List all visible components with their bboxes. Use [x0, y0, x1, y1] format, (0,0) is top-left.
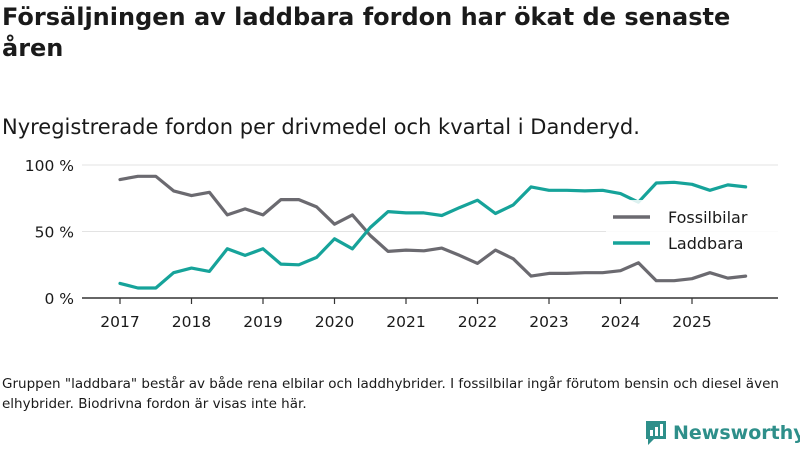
- x-tick-label: 2019: [243, 313, 282, 331]
- series-lines: [118, 174, 748, 290]
- y-axis-ticks: 0 % 50 % 100 %: [25, 157, 74, 308]
- x-tick-label: 2021: [386, 313, 425, 331]
- brand-logo: Newsworthy: [644, 419, 800, 447]
- x-tick-label: 2017: [100, 313, 139, 331]
- x-tick-label: 2020: [315, 313, 354, 331]
- x-tick-label: 2022: [458, 313, 497, 331]
- x-tick-label: 2025: [672, 313, 711, 331]
- x-tick-label: 2018: [172, 313, 211, 331]
- legend-background: [606, 200, 778, 258]
- x-tick-label: 2024: [601, 313, 640, 331]
- footnote: Gruppen "laddbara" består av både rena e…: [2, 376, 779, 412]
- legend-label-fossilbilar: Fossilbilar: [668, 208, 748, 227]
- series-line-laddbara: [118, 180, 748, 290]
- line-chart: 0 % 50 % 100 % 2017 2018 2019 2020 2021 2022 202…: [25, 157, 778, 331]
- series-line-fossilbilar: [118, 174, 748, 283]
- x-axis-ticks: 2017 2018 2019 2020 2021 2022 2023 2024 2025: [100, 298, 712, 331]
- x-tick-label: 2023: [529, 313, 568, 331]
- y-tick-label: 100 %: [25, 157, 74, 175]
- chart-subtitle: Nyregistrerade fordon per drivmedel och …: [2, 115, 640, 139]
- legend: Fossilbilar Laddbara: [606, 200, 778, 258]
- y-tick-label: 50 %: [35, 224, 74, 242]
- y-tick-label: 0 %: [44, 290, 74, 308]
- brand-name: Newsworthy: [673, 422, 800, 444]
- newsworthy-logo-icon: [646, 421, 666, 445]
- chart-title: Försäljningen av laddbara fordon har öka…: [2, 3, 731, 62]
- legend-label-laddbara: Laddbara: [668, 234, 743, 253]
